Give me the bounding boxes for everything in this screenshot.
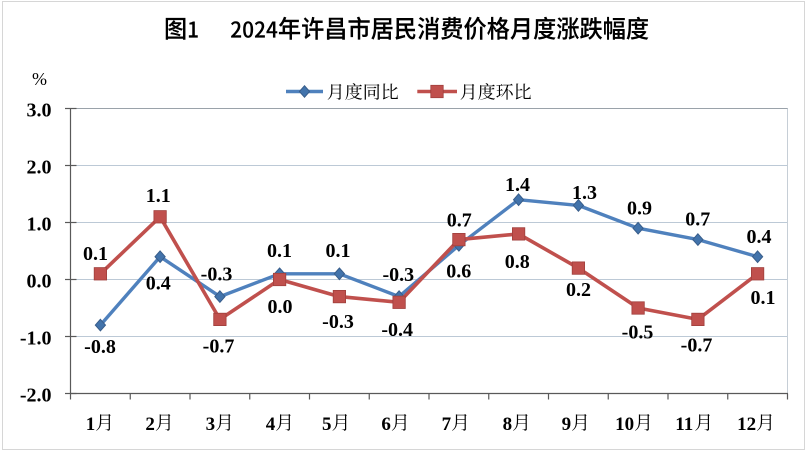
svg-text:0.4: 0.4 [146,273,171,295]
svg-text:12: 12 [737,414,756,435]
svg-text:2: 2 [145,414,155,435]
svg-text:0.8: 0.8 [505,251,530,273]
svg-text:11: 11 [675,414,693,435]
svg-text:1.0: 1.0 [27,214,52,236]
svg-text:%: % [32,69,47,89]
svg-text:0.1: 0.1 [751,287,776,309]
svg-text:0.1: 0.1 [83,243,108,265]
svg-text:1.3: 1.3 [572,182,597,204]
svg-text:0.7: 0.7 [685,208,710,230]
svg-text:-0.3: -0.3 [322,311,354,333]
svg-text:-0.3: -0.3 [382,264,414,286]
svg-text:8: 8 [503,414,512,435]
svg-text:-2.0: -2.0 [20,385,52,407]
svg-text:3: 3 [206,414,216,435]
svg-text:0.1: 0.1 [326,240,351,262]
svg-text:10: 10 [615,414,634,435]
svg-text:0.6: 0.6 [446,261,471,283]
svg-text:-0.4: -0.4 [381,319,413,341]
svg-text:0.1: 0.1 [267,240,292,262]
svg-text:1: 1 [86,414,96,435]
svg-text:-0.8: -0.8 [84,336,116,358]
svg-text:0.9: 0.9 [627,198,652,220]
svg-text:2.0: 2.0 [27,157,52,179]
svg-text:0.2: 0.2 [566,279,591,301]
svg-text:-0.3: -0.3 [201,263,233,285]
svg-text:0.4: 0.4 [747,226,772,248]
svg-text:9: 9 [562,414,572,435]
svg-text:1.4: 1.4 [505,174,530,196]
svg-text:0.0: 0.0 [27,271,52,293]
svg-text:-1.0: -1.0 [20,328,52,350]
svg-text:3.0: 3.0 [27,100,52,122]
svg-text:-0.7: -0.7 [681,335,713,357]
svg-text:4: 4 [266,414,276,435]
svg-text:6: 6 [381,414,391,435]
svg-text:0.0: 0.0 [268,296,293,318]
svg-text:1.1: 1.1 [146,185,171,207]
svg-text:5: 5 [322,414,332,435]
svg-text:-0.5: -0.5 [622,322,654,344]
svg-text:0.7: 0.7 [447,210,472,232]
svg-text:-0.7: -0.7 [203,335,235,357]
svg-text:7: 7 [442,414,452,435]
